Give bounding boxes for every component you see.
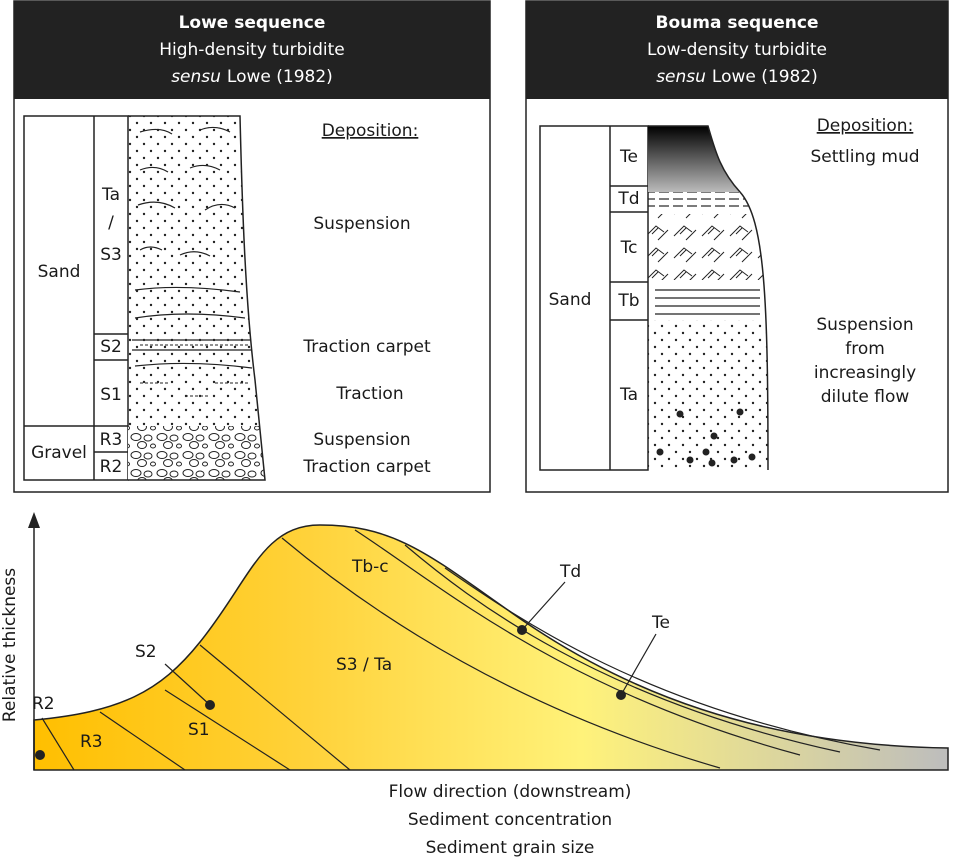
unit-label: Td — [617, 189, 639, 209]
y-axis-label: Relative thickness — [0, 568, 20, 722]
profile-label: S3 / Ta — [336, 655, 392, 675]
panel-title: Lowe sequence — [179, 13, 326, 33]
shape-line — [522, 582, 565, 630]
shape-circle — [709, 460, 716, 467]
deposition-label: Traction carpet — [302, 337, 431, 357]
deposition-heading: Deposition: — [817, 116, 914, 136]
grain-size: Sand — [549, 290, 592, 310]
panel-citation: sensu Lowe (1982) — [656, 67, 818, 87]
shape-path — [34, 525, 948, 770]
unit-label: Tb — [617, 291, 639, 311]
unit-label: Tc — [620, 238, 638, 258]
panel-title: Bouma sequence — [655, 13, 818, 33]
deposition-label: Suspension — [313, 214, 410, 234]
profile-label: R3 — [80, 732, 103, 752]
citation-italic: sensu — [656, 67, 706, 87]
unit-label: Ta — [619, 385, 638, 405]
deposition-label: from — [845, 339, 885, 359]
profile-label: S2 — [135, 642, 157, 662]
grain-size: Gravel — [31, 443, 87, 463]
shape-circle — [731, 457, 738, 464]
unit-label: S3 — [100, 245, 122, 265]
deposition-label: Suspension — [313, 430, 410, 450]
grain-size: Sand — [38, 262, 81, 282]
shape-circle — [711, 433, 718, 440]
shape-circle — [677, 411, 684, 418]
deposition-label: increasingly — [814, 363, 916, 383]
x-axis-label: Sediment concentration — [408, 810, 612, 830]
unit-label: R2 — [100, 457, 123, 477]
deposition-label: Suspension — [816, 315, 913, 335]
shape-rect — [648, 320, 778, 470]
shape-rect — [128, 426, 268, 480]
unit-label: Ta — [101, 185, 120, 205]
shape-circle — [35, 750, 45, 760]
deposition-label: Settling mud — [810, 147, 919, 167]
panel-subtitle: Low-density turbidite — [647, 40, 827, 60]
x-axis-label: Flow direction (downstream) — [389, 782, 632, 802]
profile-label: S1 — [188, 720, 210, 740]
profile-label: Te — [651, 613, 670, 633]
x-axis-label: Sediment grain size — [426, 838, 595, 858]
shape-circle — [205, 700, 215, 710]
shape-circle — [737, 409, 744, 416]
profile-label: Tb-c — [351, 557, 389, 577]
panel-citation: sensu Lowe (1982) — [171, 67, 333, 87]
figure: Lowe sequence High-density turbidite sen… — [0, 0, 960, 861]
citation-italic: sensu — [171, 67, 221, 87]
shape-circle — [749, 454, 756, 461]
unit-label: / — [108, 213, 114, 233]
shape-circle — [703, 449, 710, 456]
unit-label: S2 — [100, 337, 122, 357]
shape-circle — [687, 457, 694, 464]
panel-subtitle: High-density turbidite — [159, 40, 345, 60]
unit-label: S1 — [100, 385, 122, 405]
shape-circle — [616, 690, 626, 700]
shape-path — [28, 512, 40, 528]
deposition-heading: Deposition: — [322, 121, 419, 141]
deposition-label: Traction carpet — [302, 457, 431, 477]
profile-label: Td — [559, 562, 581, 582]
citation-text: Lowe (1982) — [712, 67, 818, 87]
shape-circle — [517, 625, 527, 635]
unit-label: R3 — [100, 430, 123, 450]
profile-label: R2 — [32, 694, 55, 714]
shape-circle — [657, 449, 664, 456]
deposition-label: dilute flow — [821, 387, 910, 407]
citation-text: Lowe (1982) — [227, 67, 333, 87]
deposition-label: Traction — [335, 384, 403, 404]
unit-label: Te — [619, 147, 638, 167]
